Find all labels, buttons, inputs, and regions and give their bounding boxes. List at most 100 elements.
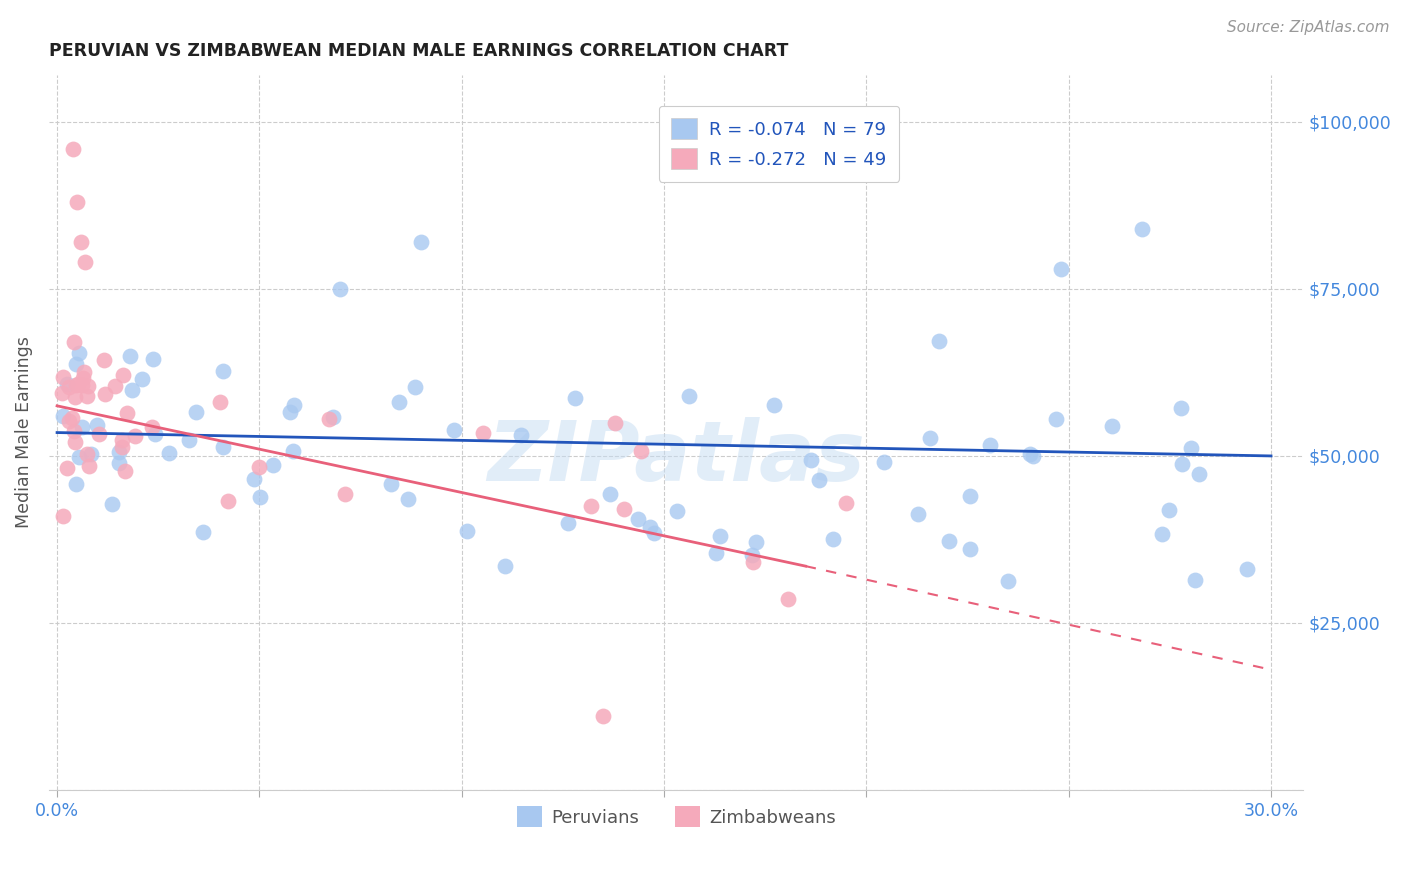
Point (763, 398, 786, 412)
Point (86, 417, 108, 432)
Point (77, 379, 100, 393)
Point (411, 235, 433, 250)
Point (1150, 527, 1173, 541)
Point (73, 366, 96, 380)
Point (72, 371, 94, 385)
Point (278, 405, 301, 419)
Point (112, 368, 135, 383)
Point (643, 525, 665, 540)
Point (77, 458, 100, 473)
Point (79, 447, 101, 461)
Point (58, 414, 80, 428)
Point (872, 455, 894, 469)
Point (404, 380, 426, 394)
Y-axis label: Median Male Earnings: Median Male Earnings (15, 336, 32, 528)
Point (283, 444, 305, 458)
Point (1018, 447, 1040, 461)
Point (111, 440, 134, 454)
Point (579, 500, 602, 514)
Point (93, 352, 115, 367)
Point (907, 507, 929, 521)
Point (101, 497, 124, 511)
Point (322, 409, 344, 424)
Point (94, 387, 117, 401)
Point (1170, 401, 1192, 415)
Point (249, 491, 271, 505)
Point (1236, 562, 1258, 576)
Point (76, 447, 98, 461)
Point (1101, 418, 1123, 433)
Point (564, 392, 586, 406)
Point (217, 494, 239, 508)
Point (456, 524, 478, 538)
Point (121, 383, 143, 397)
Point (52, 409, 75, 423)
Point (208, 395, 231, 409)
Point (742, 555, 765, 569)
Point (678, 389, 700, 403)
Point (179, 433, 201, 447)
Point (706, 546, 728, 560)
Point (87, 427, 110, 442)
Point (928, 334, 950, 349)
Point (1049, 261, 1071, 276)
Point (398, 491, 420, 506)
Point (778, 592, 800, 607)
Point (131, 372, 153, 386)
Point (557, 516, 579, 530)
Point (212, 363, 235, 377)
Point (1130, 222, 1153, 236)
Point (110, 433, 132, 447)
Point (56, 461, 79, 475)
Point (979, 438, 1001, 452)
Point (329, 282, 352, 296)
Point (1188, 467, 1211, 481)
Point (1170, 457, 1192, 471)
Point (599, 487, 621, 501)
Point (603, 417, 626, 431)
Point (1021, 449, 1043, 463)
Point (76, 388, 98, 402)
Point (630, 444, 652, 458)
Point (443, 423, 465, 437)
Point (1045, 411, 1067, 425)
Point (247, 459, 270, 474)
Point (62, 142, 84, 156)
Point (741, 548, 763, 562)
Point (67, 377, 90, 392)
Point (380, 477, 402, 491)
Point (63, 425, 86, 439)
Text: Source: ZipAtlas.com: Source: ZipAtlas.com (1226, 20, 1389, 35)
Point (665, 504, 688, 518)
Point (510, 428, 533, 442)
Point (807, 473, 830, 487)
Point (104, 378, 127, 392)
Point (388, 395, 411, 409)
Point (143, 426, 166, 441)
Point (108, 445, 131, 459)
Point (318, 412, 340, 426)
Point (709, 529, 731, 543)
Point (1180, 441, 1202, 455)
Point (920, 431, 942, 445)
Point (938, 534, 960, 549)
Point (157, 446, 180, 460)
Point (613, 502, 636, 516)
Point (114, 464, 136, 478)
Point (495, 559, 517, 574)
Point (283, 398, 305, 412)
Point (800, 453, 823, 467)
Point (55, 376, 77, 391)
Point (262, 458, 284, 472)
Point (1184, 573, 1206, 587)
Point (186, 404, 208, 418)
Point (66, 195, 89, 210)
Point (191, 525, 214, 540)
Point (627, 512, 650, 526)
Point (333, 487, 356, 501)
Text: PERUVIAN VS ZIMBABWEAN MEDIAN MALE EARNINGS CORRELATION CHART: PERUVIAN VS ZIMBABWEAN MEDIAN MALE EARNI… (49, 42, 789, 60)
Point (62, 335, 84, 350)
Point (142, 351, 165, 366)
Point (52, 370, 75, 384)
Point (115, 407, 138, 421)
